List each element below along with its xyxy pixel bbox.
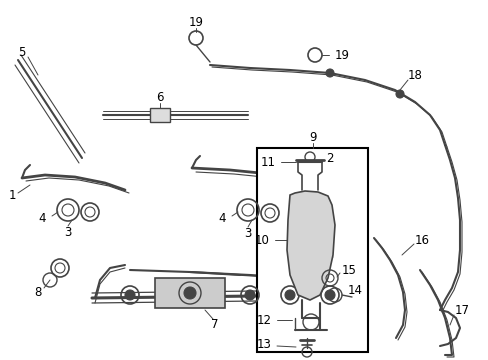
Text: 15: 15 xyxy=(341,264,356,276)
Text: 7: 7 xyxy=(211,319,218,332)
Text: 13: 13 xyxy=(257,338,271,351)
Text: 17: 17 xyxy=(454,303,469,316)
Bar xyxy=(155,278,224,308)
Text: 3: 3 xyxy=(244,226,251,239)
Text: 14: 14 xyxy=(347,284,362,297)
Text: 10: 10 xyxy=(255,234,269,247)
Text: 2: 2 xyxy=(325,152,333,165)
Text: 12: 12 xyxy=(257,314,271,327)
Bar xyxy=(257,148,367,352)
Circle shape xyxy=(325,69,333,77)
Circle shape xyxy=(183,287,196,299)
Text: 3: 3 xyxy=(64,225,72,239)
Circle shape xyxy=(325,290,334,300)
Text: 9: 9 xyxy=(308,131,316,144)
Text: 5: 5 xyxy=(18,45,26,59)
Text: 19: 19 xyxy=(188,15,203,28)
Text: 11: 11 xyxy=(261,156,275,168)
Text: 19: 19 xyxy=(334,49,349,62)
Text: 6: 6 xyxy=(156,90,163,104)
Circle shape xyxy=(164,290,175,300)
Polygon shape xyxy=(286,191,334,300)
Text: 8: 8 xyxy=(34,285,41,298)
Text: 4: 4 xyxy=(38,212,46,225)
Circle shape xyxy=(244,290,254,300)
Text: 1: 1 xyxy=(8,189,16,202)
Bar xyxy=(150,108,170,122)
Circle shape xyxy=(125,290,135,300)
Circle shape xyxy=(285,290,294,300)
Circle shape xyxy=(204,290,215,300)
Text: 4: 4 xyxy=(218,212,225,225)
Text: 18: 18 xyxy=(407,68,422,81)
Text: 16: 16 xyxy=(414,234,429,247)
Circle shape xyxy=(395,90,403,98)
